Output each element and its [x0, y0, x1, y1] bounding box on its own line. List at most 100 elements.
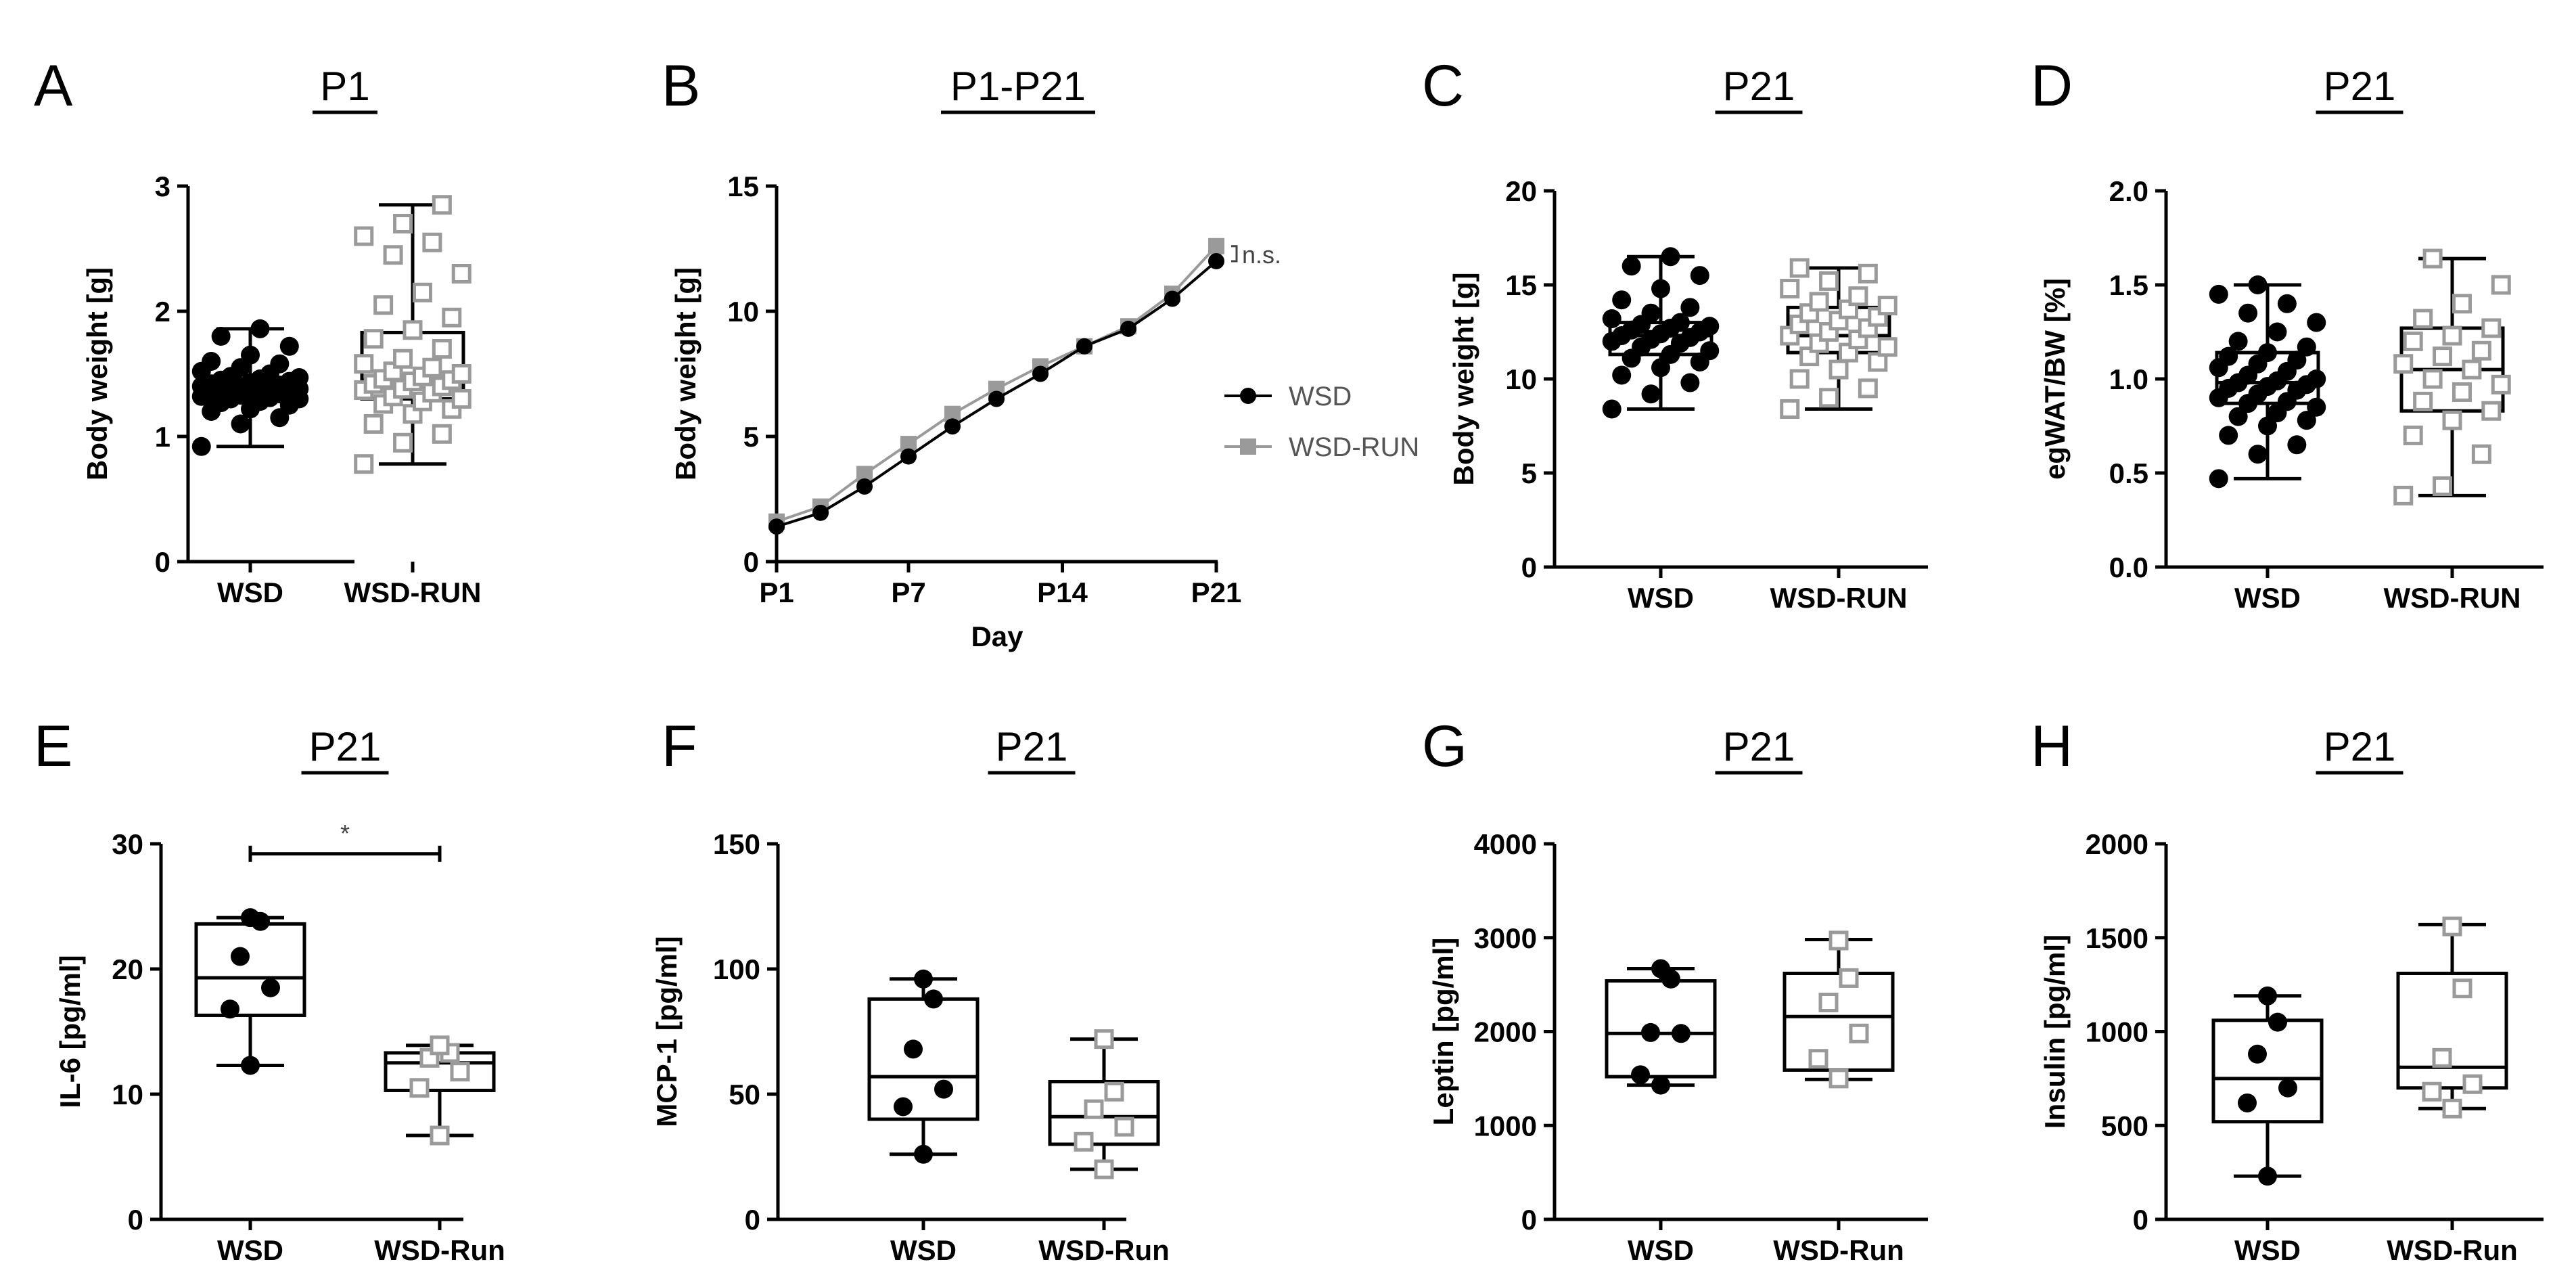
data-point: [2433, 476, 2453, 496]
data-point: [2432, 1047, 2452, 1068]
x-category-label: WSD: [2234, 1234, 2301, 1266]
data-point: [900, 448, 917, 465]
data-point: [1780, 399, 1800, 419]
y-tick-label: 1000: [1474, 1110, 1537, 1142]
data-point: [2248, 275, 2268, 294]
y-tick-label: 2000: [2086, 828, 2148, 860]
data-point: [2209, 469, 2228, 489]
data-point: [451, 389, 472, 409]
data-point: [2277, 294, 2297, 313]
data-point: [1877, 296, 1898, 316]
data-point: [1680, 298, 1700, 317]
y-tick-label: 2000: [1474, 1016, 1537, 1048]
data-point: [1612, 290, 1632, 310]
data-point: [1828, 359, 1849, 380]
data-point: [2258, 416, 2277, 436]
data-point: [2452, 294, 2472, 314]
data-point: [2433, 346, 2453, 367]
x-tick-label: P14: [1037, 577, 1088, 608]
data-point: [402, 320, 423, 340]
data-point: [1848, 286, 1868, 307]
data-point: [1076, 338, 1092, 355]
data-point: [1164, 290, 1180, 307]
panel-letter: A: [34, 53, 73, 118]
x-tick-label: P1: [759, 577, 794, 608]
data-point: [1858, 378, 1878, 399]
x-category-label: WSD-Run: [2387, 1234, 2518, 1266]
data-point: [231, 947, 250, 966]
panel-letter: E: [34, 714, 72, 779]
x-category-label: WSD: [890, 1234, 957, 1266]
data-point: [2452, 978, 2472, 999]
data-point: [2491, 275, 2511, 295]
y-tick-label: 1: [155, 421, 170, 453]
data-point: [1651, 1075, 1670, 1095]
data-point: [432, 339, 452, 359]
data-point: [1084, 1099, 1104, 1119]
data-point: [211, 327, 231, 346]
data-point: [1641, 1022, 1660, 1042]
data-point: [2491, 374, 2511, 394]
data-point: [451, 364, 472, 384]
data-point: [2268, 1012, 2287, 1032]
data-point: [442, 307, 462, 328]
data-point: [231, 414, 250, 434]
data-point: [354, 226, 374, 246]
data-point: [1651, 358, 1670, 378]
data-point: [2422, 248, 2443, 269]
data-point: [1651, 279, 1670, 298]
data-point: [768, 518, 785, 535]
data-point: [2442, 916, 2462, 937]
data-point: [934, 1079, 953, 1099]
data-point: [856, 478, 873, 495]
data-point: [2413, 391, 2433, 411]
data-point: [393, 432, 413, 453]
x-tick-label: P7: [891, 577, 925, 608]
data-point: [2393, 485, 2414, 505]
data-point: [1661, 247, 1680, 267]
data-point: [2393, 354, 2414, 374]
legend-marker-wsd: [1240, 388, 1256, 404]
data-point: [2258, 343, 2277, 363]
data-point: [2287, 435, 2307, 455]
data-point: [1700, 341, 1720, 361]
x-category-label: WSD: [217, 577, 283, 608]
y-axis-label: Body weight [g]: [1448, 273, 1479, 486]
panel-title: P21: [2324, 64, 2396, 109]
data-point: [354, 454, 374, 474]
data-point: [924, 989, 943, 1009]
data-point: [2268, 322, 2287, 342]
data-point: [1858, 263, 1878, 284]
y-tick-label: 50: [729, 1079, 760, 1110]
data-point: [1849, 1023, 1869, 1043]
y-tick-label: 20: [112, 953, 143, 985]
data-point: [1789, 369, 1810, 389]
data-point: [432, 195, 452, 215]
data-point: [1700, 317, 1720, 336]
data-point: [1819, 271, 1839, 291]
panel-letter: G: [1422, 714, 1467, 779]
box: [1782, 971, 1895, 1072]
data-point: [2238, 1093, 2257, 1112]
y-tick-label: 0: [743, 546, 759, 578]
data-point: [2297, 411, 2316, 430]
y-tick-label: 10: [1505, 363, 1537, 395]
x-category-label: WSD: [2234, 582, 2301, 614]
data-point: [2307, 313, 2326, 332]
box: [194, 922, 306, 1017]
data-point: [1120, 320, 1136, 337]
data-point: [2471, 444, 2491, 464]
y-axis-label: Leptin [pg/ml]: [1427, 938, 1459, 1126]
panel-c: C P21 0 5 10 15 20 Body weight [g] WSD WSD-RUN: [1422, 53, 1928, 614]
data-point: [1680, 373, 1700, 392]
box: [867, 997, 980, 1121]
data-point: [1808, 1049, 1828, 1069]
data-point: [2462, 1074, 2483, 1094]
data-point: [2403, 331, 2423, 351]
data-point: [1208, 253, 1224, 269]
data-point: [270, 354, 290, 374]
panel-g: G P21 0 1000 2000 3000 4000 Leptin [pg/ml] WSD WS…: [1422, 714, 1928, 1266]
panel-title: P21: [2324, 724, 2396, 769]
panel-title: P21: [309, 724, 382, 769]
x-category-label: WSD-Run: [1773, 1234, 1904, 1266]
